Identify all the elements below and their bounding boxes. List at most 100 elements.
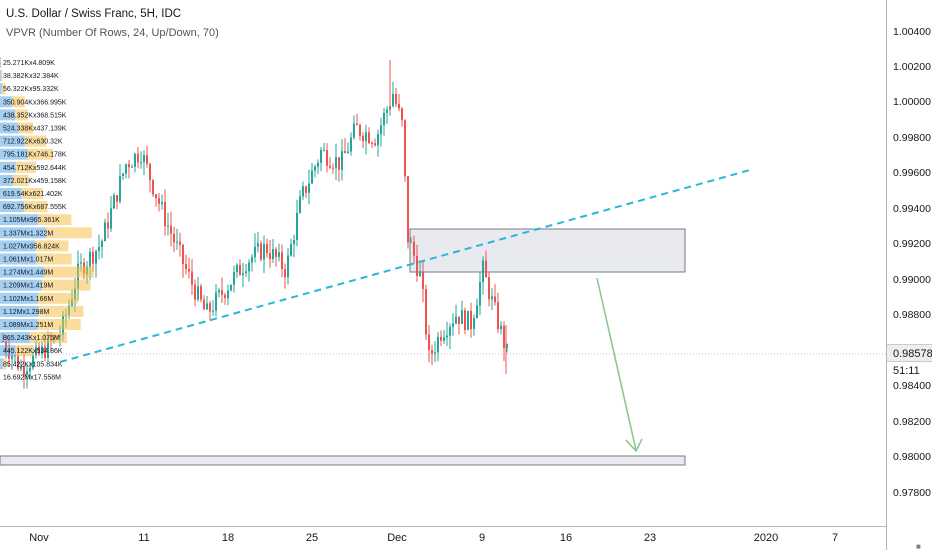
candle-body xyxy=(302,186,304,196)
candle-body xyxy=(242,273,244,275)
candle-body xyxy=(368,132,370,143)
symbol-title[interactable]: U.S. Dollar / Swiss Franc, 5H, IDC xyxy=(6,8,181,20)
candle-body xyxy=(407,176,409,242)
candle-body xyxy=(137,154,139,162)
candle-body xyxy=(416,256,418,276)
price-tick-label: 1.00200 xyxy=(893,61,931,73)
candle-body xyxy=(146,155,148,164)
vp-row-label: 350.904Kx366.995K xyxy=(3,99,67,106)
candle-body xyxy=(419,271,421,276)
time-tick-label: 16 xyxy=(560,532,572,544)
candle-body xyxy=(272,249,274,259)
candle-body xyxy=(284,269,286,277)
candle-body xyxy=(323,150,325,151)
candle-body xyxy=(80,262,82,263)
candle-body xyxy=(218,290,220,292)
candle-body xyxy=(296,213,298,240)
vp-row-label: 56.322Kx95.332K xyxy=(3,86,59,93)
candle-body xyxy=(362,136,364,141)
candle-body xyxy=(305,186,307,193)
vp-row-label: 1.209Mx1.419M xyxy=(3,283,53,290)
vp-row-label: 1.12Mx1.298M xyxy=(3,309,49,316)
candle-body xyxy=(446,336,448,338)
candle-body xyxy=(461,310,463,324)
vp-row-label: 372.021Kx459.158K xyxy=(3,178,67,185)
candle-body xyxy=(449,327,451,336)
candle-body xyxy=(203,300,205,310)
vp-row-label: 1.105Mx965.361K xyxy=(3,217,60,224)
candle-body xyxy=(371,143,373,144)
candle-body xyxy=(248,262,250,271)
candle-body xyxy=(311,171,313,184)
vp-row-label: 712.922Kx630.32K xyxy=(3,139,63,146)
candle-body xyxy=(344,151,346,153)
candle-body xyxy=(485,261,487,278)
candle-body xyxy=(320,150,322,163)
candle-body xyxy=(359,125,361,136)
candle-body xyxy=(263,244,265,260)
candle-body xyxy=(152,180,154,194)
price-tick-label: 1.00400 xyxy=(893,26,931,38)
candle-body xyxy=(227,290,229,297)
axis-corner[interactable]: ■ xyxy=(886,526,932,550)
indicator-legend[interactable]: VPVR (Number Of Rows, 24, Up/Down, 70) xyxy=(6,27,219,39)
candle-body xyxy=(155,194,157,198)
candle-body xyxy=(245,271,247,273)
candle-body xyxy=(500,326,502,329)
candle-body xyxy=(308,183,310,192)
candle-body xyxy=(194,285,196,300)
candle-body xyxy=(95,251,97,264)
candle-body xyxy=(422,271,424,289)
candle-body xyxy=(290,244,292,255)
candle-body xyxy=(257,243,259,246)
price-tick-label: 0.98200 xyxy=(893,416,931,428)
candle-body xyxy=(332,168,334,169)
candle-body xyxy=(200,286,202,299)
candle-body xyxy=(293,240,295,244)
candle-body xyxy=(143,155,145,162)
candle-body xyxy=(443,337,445,341)
candle-body xyxy=(458,317,460,324)
candle-body xyxy=(503,326,505,348)
candle-body xyxy=(482,261,484,282)
price-tick-label: 0.98400 xyxy=(893,380,931,392)
candle-body xyxy=(182,245,184,264)
vp-row-label: 1.027Mx956.824K xyxy=(3,243,60,250)
vp-up-bar xyxy=(0,83,2,94)
candle-body xyxy=(134,154,136,167)
supply-zone-rect xyxy=(410,229,685,272)
candle-body xyxy=(275,249,277,257)
candle-body xyxy=(164,202,166,226)
vp-row-label: 865.243Kx1.075M xyxy=(3,335,60,342)
candle-body xyxy=(395,94,397,104)
candle-body xyxy=(89,252,91,267)
vp-row-label: 438.352Kx368.515K xyxy=(3,112,67,119)
candle-body xyxy=(251,257,253,262)
candle-body xyxy=(185,264,187,269)
candle-body xyxy=(386,110,388,113)
chart-canvas[interactable]: 25.271Kx4.809K38.382Kx32.384K56.322Kx95.… xyxy=(0,0,886,526)
candle-body xyxy=(140,162,142,163)
candle-body xyxy=(380,125,382,134)
price-tick-label: 0.99600 xyxy=(893,167,931,179)
candle-body xyxy=(299,196,301,212)
candle-body xyxy=(335,157,337,168)
candle-body xyxy=(329,166,331,168)
candle-body xyxy=(425,289,427,335)
candle-body xyxy=(470,311,472,329)
candle-body xyxy=(434,352,436,353)
candle-body xyxy=(404,120,406,176)
time-tick-label: 23 xyxy=(644,532,656,544)
candle-body xyxy=(464,310,466,330)
vp-row-label: 454.712Kx592.644K xyxy=(3,165,67,172)
candle-body xyxy=(122,174,124,176)
candle-body xyxy=(341,151,343,170)
candle-body xyxy=(110,208,112,228)
candle-body xyxy=(236,265,238,272)
candle-body xyxy=(455,317,457,324)
candle-body xyxy=(233,272,235,285)
price-tick-label: 0.97800 xyxy=(893,487,931,499)
